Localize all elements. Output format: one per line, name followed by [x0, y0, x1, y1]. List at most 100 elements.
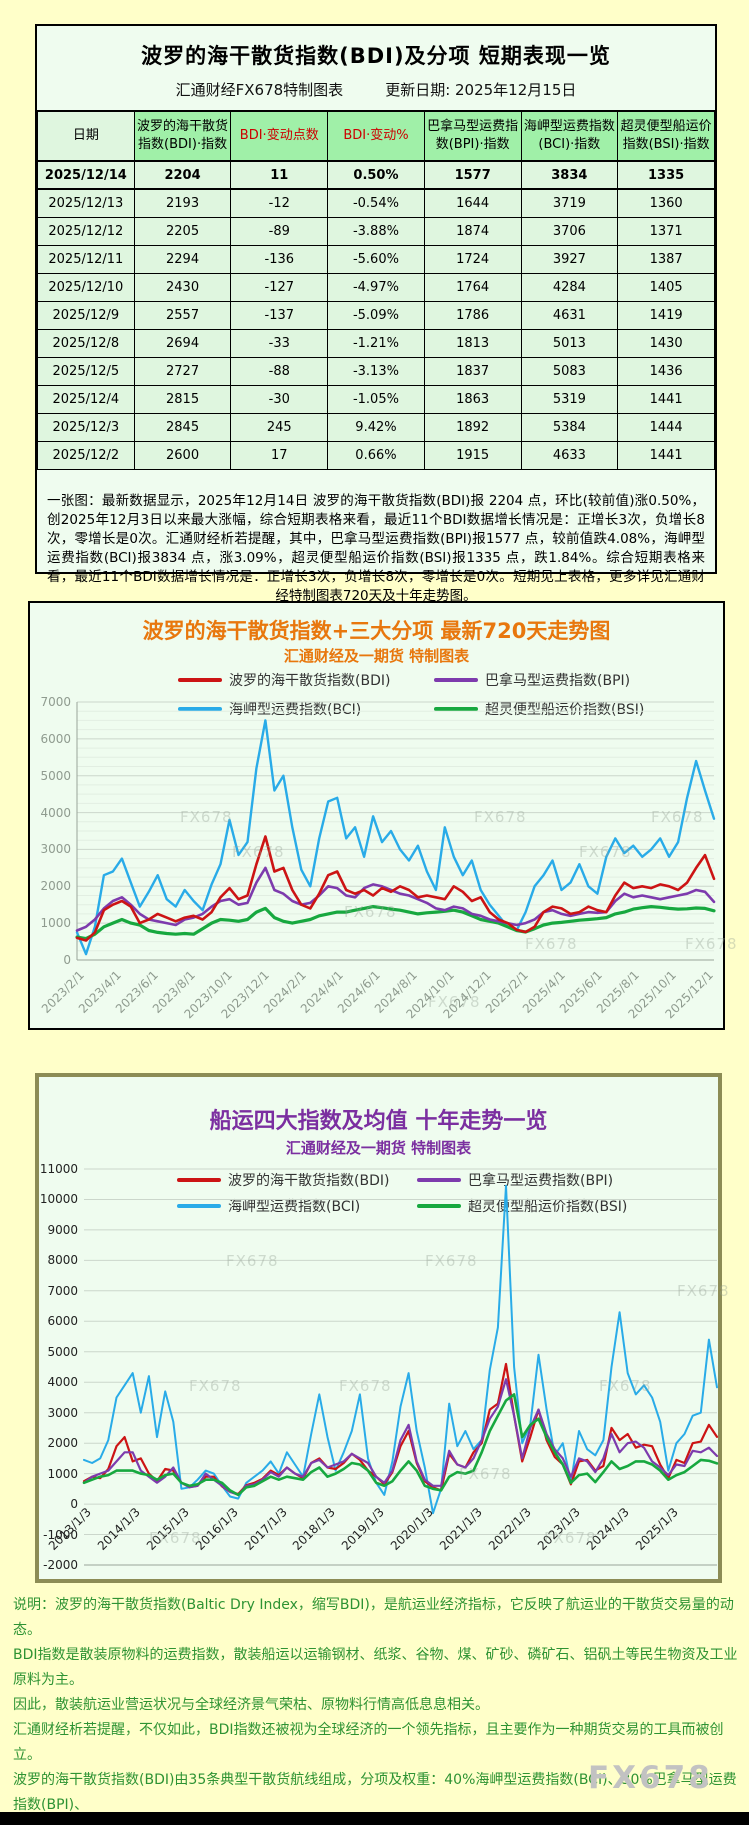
table-row: 2025/12/3 2845 245 9.42% 1892 5384 1444	[37, 412, 715, 442]
y-axis-label: 1000	[47, 1466, 78, 1481]
legend-item: 巴拿马型运费指数(BPI)	[434, 669, 690, 691]
legend-label: 巴拿马型运费指数(BPI)	[485, 673, 631, 689]
table-cell: 1335	[617, 160, 715, 190]
table-cell: 2025/12/8	[37, 328, 135, 358]
fx678-watermark: FX678	[677, 1282, 730, 1300]
table-cell: 17	[230, 440, 329, 470]
table-cell: 2025/12/3	[37, 412, 135, 442]
legend-label: 巴拿马型运费指数(BPI)	[468, 1173, 614, 1189]
column-header: 海岬型运费指数(BCI)·指数	[520, 110, 619, 162]
table-cell: 3706	[520, 216, 619, 246]
table-cell: 5319	[520, 384, 619, 414]
y-axis-label: 9000	[47, 1222, 78, 1237]
table-cell: 2193	[133, 188, 232, 218]
fx678-watermark: FX678	[685, 935, 738, 953]
table-cell: 2557	[133, 300, 232, 330]
legend-item: 超灵便型船运价指数(BSI)	[434, 698, 690, 720]
table-row: 2025/12/10 2430 -127 -4.97% 1764 4284 1405	[37, 272, 715, 302]
table-cell: 2294	[133, 244, 232, 274]
table-cell: -3.13%	[327, 356, 425, 386]
legend-item: 海岬型运费指数(BCI)	[177, 1195, 417, 1217]
column-header: BDI·变动%	[327, 110, 425, 162]
table-cell: 11	[230, 160, 329, 190]
table-cell: 2845	[133, 412, 232, 442]
legend-line-marker	[417, 1204, 461, 1208]
column-header: BDI·变动点数	[230, 110, 329, 162]
y-axis-label: 7000	[40, 695, 71, 709]
table-cell: 1441	[617, 384, 715, 414]
table-cell: 2025/12/14	[37, 160, 135, 190]
table-cell: -4.97%	[327, 272, 425, 302]
table-cell: 1419	[617, 300, 715, 330]
table-cell: 1786	[423, 300, 522, 330]
chart-720d-title: 波罗的海干散货指数+三大分项 最新720天走势图	[142, 619, 611, 643]
table-cell: 2025/12/4	[37, 384, 135, 414]
y-axis-label: 5000	[40, 768, 71, 783]
y-axis-label: 7000	[47, 1283, 78, 1298]
chart-720d-legend: 波罗的海干散货指数(BDI) 巴拿马型运费指数(BPI) 海岬型运费指数(BCI) 超…	[178, 669, 690, 720]
table-row: 2025/12/8 2694 -33 -1.21% 1813 5013 1430	[37, 328, 715, 358]
legend-label: 海岬型运费指数(BCI)	[229, 702, 362, 718]
table-cell: 1441	[617, 440, 715, 470]
legend-label: 超灵便型船运价指数(BSI)	[485, 702, 645, 718]
table-row: 2025/12/12 2205 -89 -3.88% 1874 3706 1371	[37, 216, 715, 246]
table-cell: 2025/12/12	[37, 216, 135, 246]
footnote-line: 汇通财经析若提醒，不仅如此，BDI指数还被视为全球经济的一个领先指标，且主要作为…	[13, 1722, 724, 1763]
source-label: 汇通财经FX678特制图表	[175, 81, 344, 99]
table-cell: -12	[230, 188, 329, 218]
table-cell: 0.66%	[327, 440, 425, 470]
table-cell: 1915	[423, 440, 522, 470]
chart-720d-panel: 波罗的海干散货指数+三大分项 最新720天走势图 汇通财经及一期货 特制图表 波…	[28, 601, 737, 1030]
legend-label: 波罗的海干散货指数(BDI)	[229, 673, 391, 689]
table-cell: 2025/12/10	[37, 272, 135, 302]
table-cell: -0.54%	[327, 188, 425, 218]
summary-note: 一张图：最新数据显示，2025年12月14日 波罗的海干散货指数(BDI)报 2…	[47, 492, 705, 604]
table-cell: -1.21%	[327, 328, 425, 358]
legend-item: 波罗的海干散货指数(BDI)	[177, 1169, 417, 1191]
bottom-bar	[0, 1812, 749, 1825]
table-header-row: 日期 波罗的海干散货指数(BDI)·指数 BDI·变动点数 BDI·变动% 巴拿马型运费…	[37, 110, 715, 162]
table-cell: 1405	[617, 272, 715, 302]
legend-item: 海岬型运费指数(BCI)	[178, 698, 434, 720]
y-axis-label: 4000	[40, 805, 71, 820]
y-axis-label: 6000	[40, 731, 71, 746]
table-cell: 1837	[423, 356, 522, 386]
table-cell: 5083	[520, 356, 619, 386]
legend-line-marker	[178, 707, 222, 711]
table-cell: 1371	[617, 216, 715, 246]
table-cell: -89	[230, 216, 329, 246]
legend-line-marker	[434, 707, 478, 711]
legend-line-marker	[417, 1178, 461, 1182]
series-line	[82, 1378, 719, 1496]
fx678-watermark: FX678	[339, 1377, 392, 1395]
legend-label: 波罗的海干散货指数(BDI)	[228, 1173, 390, 1189]
series-line	[75, 866, 716, 932]
table-row: 2025/12/4 2815 -30 -1.05% 1863 5319 1441	[37, 384, 715, 414]
table-row: 2025/12/14 2204 11 0.50% 1577 3834 1335	[37, 160, 715, 190]
fx678-watermark: FX678	[588, 1760, 713, 1796]
updated-label: 更新日期: 2025年12月15日	[385, 81, 577, 99]
table-cell: 1874	[423, 216, 522, 246]
legend-item: 巴拿马型运费指数(BPI)	[417, 1169, 657, 1191]
table-cell: -1.05%	[327, 384, 425, 414]
table-cell: -5.09%	[327, 300, 425, 330]
y-axis-label: 8000	[47, 1253, 78, 1268]
table-cell: 1444	[617, 412, 715, 442]
y-axis-label: 2000	[47, 1436, 78, 1451]
fx678-watermark: FX678	[459, 1465, 512, 1483]
table-cell: 245	[230, 412, 329, 442]
chart-10y-title: 船运四大指数及均值 十年走势一览	[209, 1109, 548, 1134]
table-row: 2025/12/2 2600 17 0.66% 1915 4633 1441	[37, 440, 715, 470]
table-cell: 9.42%	[327, 412, 425, 442]
table-cell: 2025/12/13	[37, 188, 135, 218]
fx678-watermark: FX678	[579, 843, 632, 861]
table-cell: 3927	[520, 244, 619, 274]
table-row: 2025/12/11 2294 -136 -5.60% 1724 3927 1387	[37, 244, 715, 274]
footnote-line: 因此，散装航运业营运状况与全球经济景气荣枯、原物料行情高低息息相关。	[13, 1697, 489, 1713]
table-row: 2025/12/5 2727 -88 -3.13% 1837 5083 1436	[37, 356, 715, 386]
y-axis-label: 6000	[47, 1314, 78, 1329]
table-cell: 1813	[423, 328, 522, 358]
table-cell: 0.50%	[327, 160, 425, 190]
legend-item: 波罗的海干散货指数(BDI)	[178, 669, 434, 691]
y-axis-label: 3000	[47, 1405, 78, 1420]
